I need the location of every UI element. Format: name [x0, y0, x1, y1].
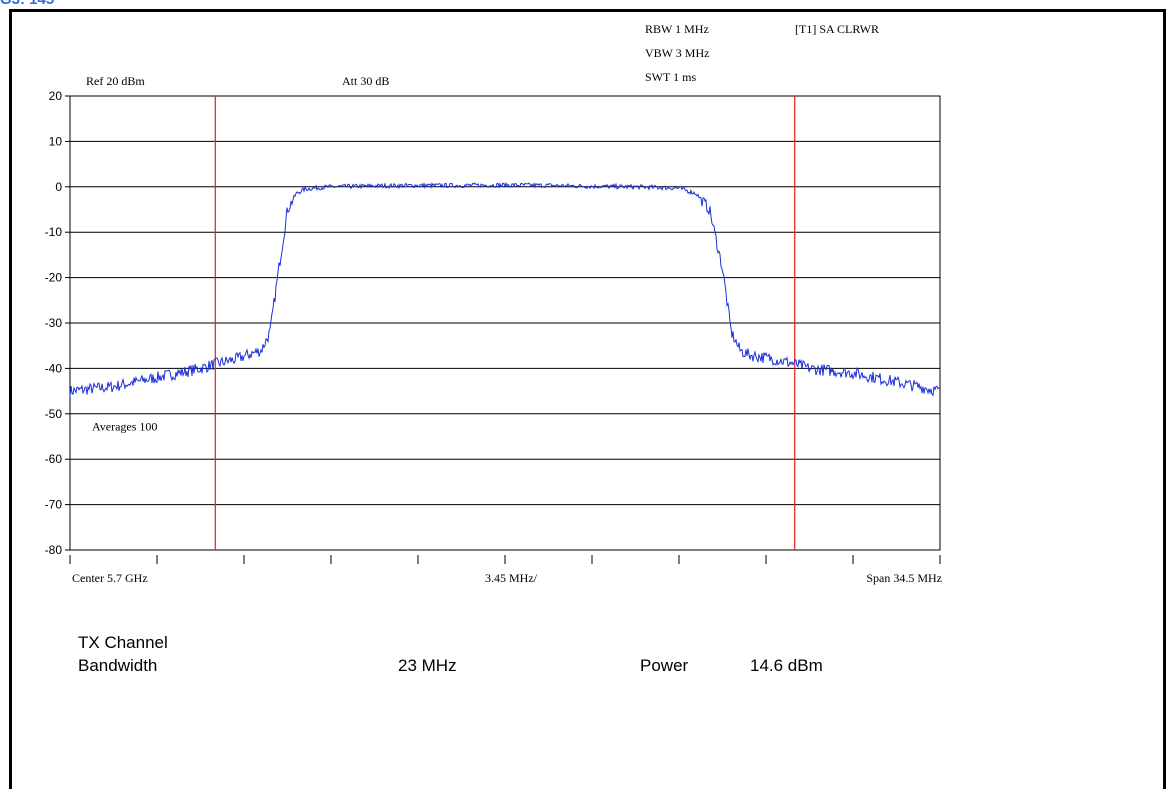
axis-layer [65, 95, 941, 564]
y-tick-label: -80 [45, 543, 63, 557]
spectrum-trace [69, 181, 941, 398]
corner-label: G3: 145 [0, 0, 54, 8]
bandwidth-value: 23 MHz [398, 656, 457, 675]
power-label: Power [640, 656, 689, 675]
averages-annotation: Averages 100 [92, 420, 157, 434]
trace-mode-label: [T1] SA CLRWR [795, 22, 880, 36]
y-tick-label: -10 [45, 225, 63, 239]
tx-channel-label: TX Channel [78, 633, 168, 652]
y-tick-label: -20 [45, 271, 63, 285]
y-tick-label: 10 [49, 134, 63, 148]
x-label-per-div: 3.45 MHz/ [485, 571, 538, 585]
y-tick-label: -60 [45, 452, 63, 466]
rbw-label: RBW 1 MHz [645, 22, 709, 36]
attenuation-label: Att 30 dB [342, 74, 390, 88]
x-label-span: Span 34.5 MHz [866, 571, 942, 585]
bandwidth-label: Bandwidth [78, 656, 158, 675]
label-layer: 20 10 0 -10 -20 -30 -40 -50 -60 -70 -80 Averages 10… [45, 89, 942, 585]
y-tick-label: 0 [55, 180, 62, 194]
y-tick-label: -40 [45, 361, 63, 375]
instrument-frame [9, 9, 1166, 789]
vbw-label: VBW 3 MHz [645, 46, 710, 60]
marker-layer [214, 96, 796, 550]
y-tick-label: 20 [49, 89, 63, 103]
y-tick-label: -30 [45, 316, 63, 330]
grid-layer [69, 95, 941, 551]
y-tick-label: -70 [45, 498, 63, 512]
x-label-center: Center 5.7 GHz [72, 571, 148, 585]
trace-layer [69, 181, 941, 398]
power-value: 14.6 dBm [750, 656, 823, 675]
swt-label: SWT 1 ms [645, 70, 697, 84]
ref-level-label: Ref 20 dBm [86, 74, 145, 88]
y-tick-label: -50 [45, 407, 63, 421]
